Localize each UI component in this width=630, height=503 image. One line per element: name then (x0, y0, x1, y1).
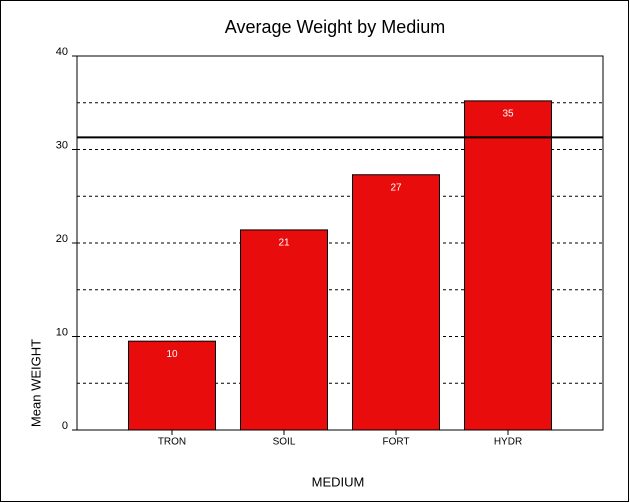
value-label: 21 (278, 238, 290, 249)
value-label: 27 (390, 182, 402, 193)
x-tick-label: HYDR (494, 437, 522, 448)
y-tick-label: 10 (56, 326, 68, 338)
value-label: 10 (166, 349, 178, 360)
x-tick-label: TRON (158, 437, 186, 448)
x-axis-label: MEDIUM (312, 474, 365, 489)
x-tick-label: SOIL (273, 437, 296, 448)
y-tick-label: 40 (56, 46, 68, 58)
value-label: 35 (502, 109, 514, 120)
bar (352, 174, 440, 431)
y-tick-label: 30 (56, 139, 68, 151)
bar (128, 340, 216, 431)
y-tick-label: 20 (56, 233, 68, 245)
bar (240, 229, 328, 431)
y-tick-label: 0 (62, 420, 68, 432)
x-tick-label: FORT (382, 437, 409, 448)
y-axis-label: Mean WEIGHT (28, 339, 43, 427)
chart-title: Average Weight by Medium (225, 17, 445, 37)
bar (464, 100, 552, 431)
